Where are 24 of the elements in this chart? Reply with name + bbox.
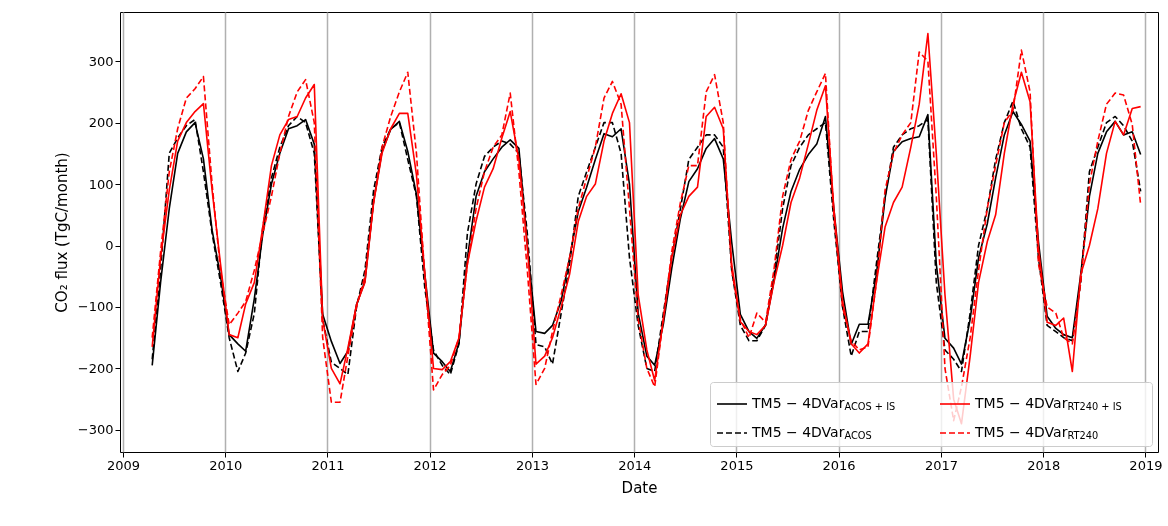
- x-tick-label: 2012: [413, 457, 447, 473]
- x-tick-label: 2017: [925, 457, 959, 473]
- x-tick-label: 2009: [107, 457, 141, 473]
- y-axis-title: CO₂ flux (TgC/month): [52, 152, 71, 313]
- x-tick-label: 2016: [822, 457, 856, 473]
- legend-label: TM5 − 4DVar$_{RT240}$: [974, 424, 1099, 441]
- x-tick-label: 2014: [618, 457, 652, 473]
- y-tick-label: −200: [77, 360, 114, 376]
- x-tick-label: 2011: [311, 457, 345, 473]
- y-tick-label: −300: [77, 422, 114, 438]
- y-tick-label: 200: [88, 115, 114, 131]
- y-tick-label: 300: [88, 53, 114, 69]
- y-tick-label: 100: [88, 176, 114, 192]
- x-tick-label: 2010: [209, 457, 243, 473]
- x-tick-label: 2013: [516, 457, 550, 473]
- x-axis-title: Date: [621, 478, 658, 497]
- y-tick-label: 0: [105, 238, 114, 254]
- x-tick-label: 2018: [1027, 457, 1061, 473]
- x-tick-label: 2015: [720, 457, 754, 473]
- y-tick-label: −100: [77, 299, 114, 315]
- legend-label: TM5 − 4DVar$_{ACOS}$: [751, 424, 872, 441]
- legend-label: TM5 − 4DVar$_{ACOS + IS}$: [751, 395, 896, 412]
- legend-label: TM5 − 4DVar$_{RT240 + IS}$: [974, 395, 1122, 412]
- x-tick-label: 2019: [1129, 457, 1163, 473]
